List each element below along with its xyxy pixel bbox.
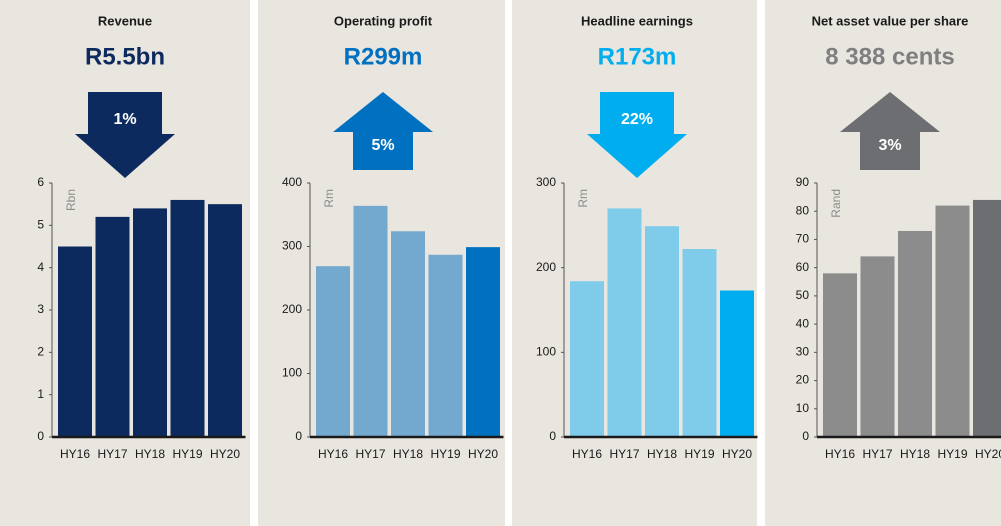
x-tick-label: HY20	[975, 447, 1001, 461]
y-tick-label: 1	[37, 387, 44, 401]
bar	[898, 230, 932, 437]
bar	[720, 290, 754, 437]
panel: Revenue R5.5bn 1% 0 1 2 3 4 5 6 Rbn HY16 HY17 HY18 HY1…	[0, 0, 250, 526]
y-tick-label: 200	[536, 260, 556, 274]
bar	[935, 205, 970, 437]
x-tick-label: HY16	[318, 447, 348, 461]
y-tick-label: 0	[802, 429, 809, 443]
x-tick-label: HY19	[172, 447, 202, 461]
x-tick-label: HY17	[355, 447, 385, 461]
x-tick-label: HY19	[430, 447, 460, 461]
y-tick-label: 3	[37, 302, 44, 316]
bar	[208, 204, 242, 437]
chart-title: Operating profit	[334, 13, 433, 28]
bar	[682, 249, 717, 437]
headline-value: R299m	[344, 43, 423, 70]
change-label: 22%	[621, 111, 653, 128]
bar	[570, 281, 604, 437]
y-tick-label: 5	[37, 218, 44, 232]
x-tick-label: HY16	[60, 447, 90, 461]
bar	[316, 266, 350, 437]
y-tick-label: 300	[282, 239, 302, 253]
y-tick-label: 2	[37, 345, 44, 359]
x-tick-label: HY18	[393, 447, 423, 461]
bar	[133, 208, 167, 437]
bar	[170, 199, 205, 437]
x-tick-label: HY16	[825, 447, 855, 461]
headline-value: 8 388 cents	[825, 43, 954, 70]
panel: Net asset value per share 8 388 cents 3% 0 1…	[765, 0, 1001, 526]
y-tick-label: 200	[282, 302, 302, 316]
headline-value: R5.5bn	[85, 43, 165, 70]
x-tick-label: HY17	[609, 447, 639, 461]
x-tick-label: HY19	[684, 447, 714, 461]
x-tick-label: HY20	[468, 447, 498, 461]
x-tick-label: HY17	[97, 447, 127, 461]
y-tick-label: 0	[295, 429, 302, 443]
bar	[860, 256, 895, 437]
y-tick-label: 20	[796, 373, 810, 387]
y-tick-label: 300	[536, 175, 556, 189]
y-tick-label: 80	[796, 203, 810, 217]
x-tick-label: HY17	[862, 447, 892, 461]
change-arrow	[75, 92, 175, 178]
y-tick-label: 50	[796, 288, 810, 302]
y-axis-label: Rm	[322, 189, 336, 208]
bar	[391, 231, 425, 437]
x-tick-label: HY18	[647, 447, 677, 461]
change-label: 5%	[371, 137, 394, 154]
y-tick-label: 6	[37, 175, 44, 189]
x-tick-label: HY20	[210, 447, 240, 461]
y-tick-label: 100	[282, 366, 302, 380]
y-tick-label: 90	[796, 175, 810, 189]
chart-title: Net asset value per share	[812, 13, 969, 28]
y-tick-label: 4	[37, 260, 44, 274]
y-tick-label: 400	[282, 175, 302, 189]
y-tick-label: 60	[796, 260, 810, 274]
change-label: 3%	[878, 137, 901, 154]
x-tick-label: HY16	[572, 447, 602, 461]
y-tick-label: 10	[796, 401, 810, 415]
bar	[466, 247, 500, 437]
bar	[823, 273, 857, 437]
y-tick-label: 30	[796, 345, 810, 359]
bar	[95, 216, 130, 437]
bar	[428, 254, 463, 437]
y-tick-label: 0	[37, 429, 44, 443]
chart-title: Revenue	[98, 13, 152, 28]
change-arrow	[587, 92, 687, 178]
change-label: 1%	[113, 111, 136, 128]
bar	[58, 246, 92, 437]
headline-value: R173m	[598, 43, 677, 70]
y-tick-label: 70	[796, 232, 810, 246]
bar	[607, 208, 642, 437]
panel: Operating profit R299m 5% 0 100 200 300 400 Rm HY…	[258, 0, 505, 526]
x-tick-label: HY18	[135, 447, 165, 461]
x-tick-label: HY20	[722, 447, 752, 461]
x-tick-label: HY18	[900, 447, 930, 461]
panel: Headline earnings R173m 22% 0 100 200 300 Rm HY1…	[512, 0, 758, 526]
chart-title: Headline earnings	[581, 13, 693, 28]
change-arrow	[840, 92, 940, 170]
y-tick-label: 100	[536, 345, 556, 359]
y-tick-label: 40	[796, 316, 810, 330]
bar	[353, 205, 388, 437]
y-tick-label: 0	[549, 429, 556, 443]
x-tick-label: HY19	[937, 447, 967, 461]
bar	[973, 199, 1001, 437]
y-axis-label: Rbn	[64, 189, 78, 211]
y-axis-label: Rm	[576, 189, 590, 208]
change-arrow	[333, 92, 433, 170]
bar	[645, 226, 679, 437]
y-axis-label: Rand	[829, 189, 843, 218]
